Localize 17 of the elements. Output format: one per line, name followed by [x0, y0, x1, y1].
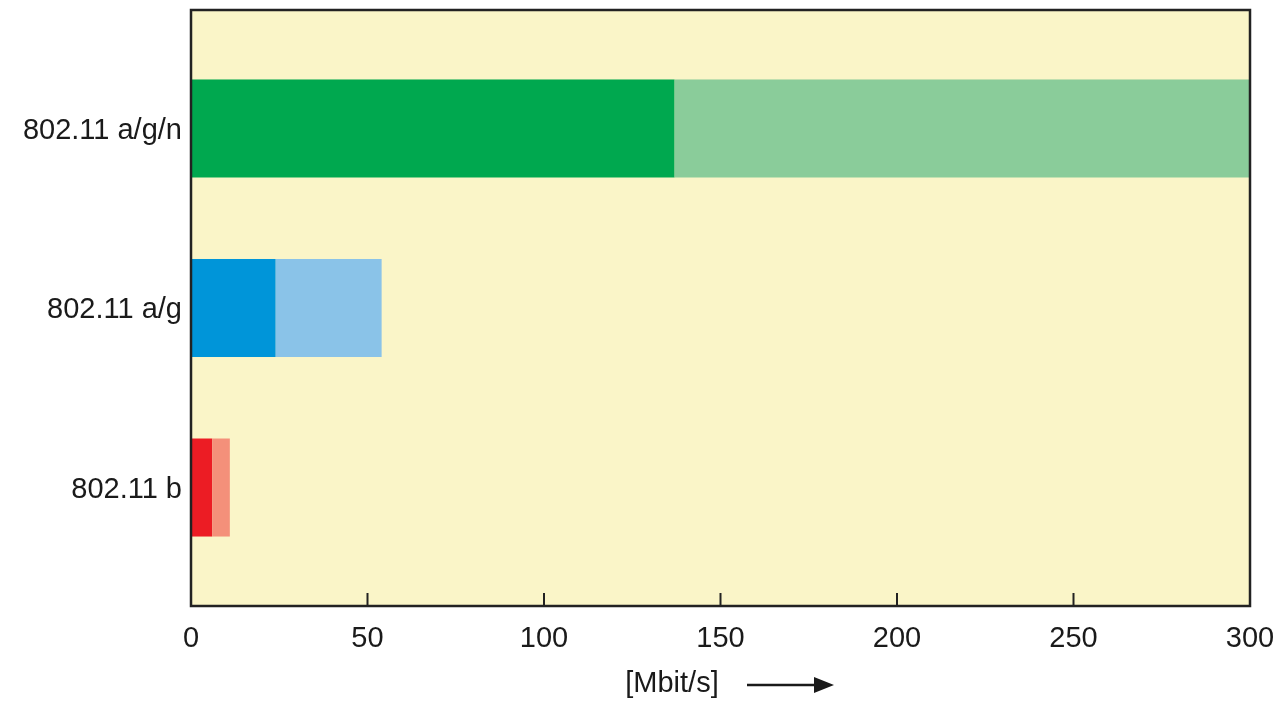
x-tick-label: 0: [182, 621, 200, 653]
x-tick-label: 250: [1049, 621, 1098, 653]
y-tick-label: 802.11 a/g: [47, 292, 182, 325]
bar: [191, 438, 213, 537]
x-axis-title: [Mbit/s]: [625, 666, 719, 698]
bar: [674, 79, 1250, 178]
x-tick-label: 150: [696, 621, 745, 653]
x-tick-label: 100: [519, 621, 569, 653]
x-tick-label: 300: [1225, 621, 1275, 653]
x-tick-label: 200: [872, 621, 922, 653]
y-tick-label: 802.11 b: [71, 471, 182, 504]
bar: [212, 438, 230, 537]
bar: [275, 258, 382, 358]
x-tick-label: 50: [351, 621, 384, 653]
bar: [191, 79, 675, 178]
y-tick-label: 802.11 a/g/n: [22, 112, 182, 145]
bar: [191, 258, 276, 358]
